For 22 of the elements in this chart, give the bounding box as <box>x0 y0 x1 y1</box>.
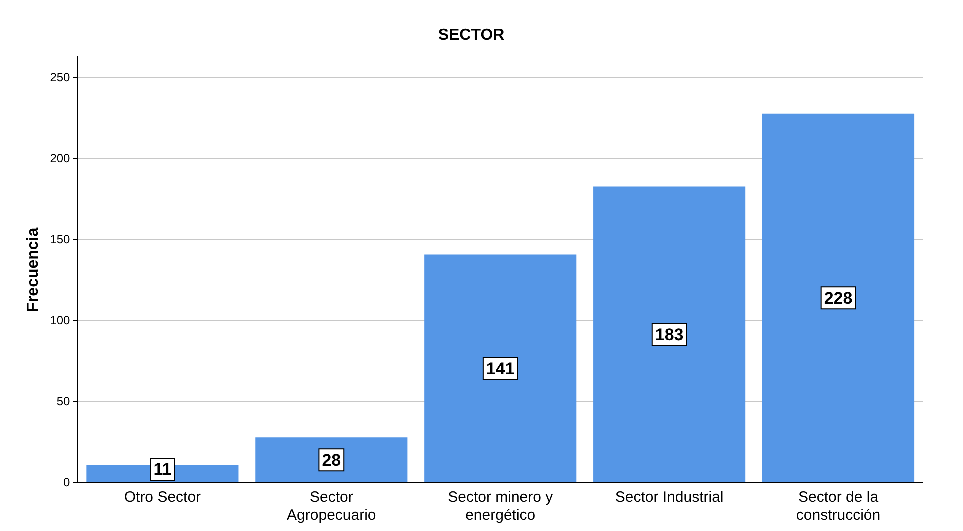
y-tick-label: 0 <box>64 475 71 490</box>
data-label: 141 <box>486 359 515 378</box>
x-tick-label: Sector minero y energético <box>448 489 554 524</box>
y-tick-label: 150 <box>50 232 71 246</box>
x-tick-label: Sector Industrial <box>615 489 724 506</box>
data-label: 183 <box>655 325 684 344</box>
y-axis-title: Frecuencia <box>25 228 42 312</box>
data-label: 228 <box>824 288 853 308</box>
data-label: 11 <box>154 460 172 480</box>
bar <box>256 438 408 482</box>
bar <box>594 186 746 482</box>
x-tick-label: Otro Sector <box>124 489 202 506</box>
y-tick-label: 50 <box>56 394 71 408</box>
x-tick-label: Sector Agropecuario <box>287 489 376 524</box>
y-tick-label: 200 <box>50 152 71 166</box>
y-tick-label: 250 <box>50 70 71 85</box>
chart-title: SECTOR <box>438 27 506 44</box>
x-tick-label: Sector de la construcción <box>796 489 881 524</box>
y-tick-label: 100 <box>50 313 71 328</box>
bar <box>424 254 577 482</box>
data-label: 28 <box>322 450 342 470</box>
bar <box>762 114 915 482</box>
